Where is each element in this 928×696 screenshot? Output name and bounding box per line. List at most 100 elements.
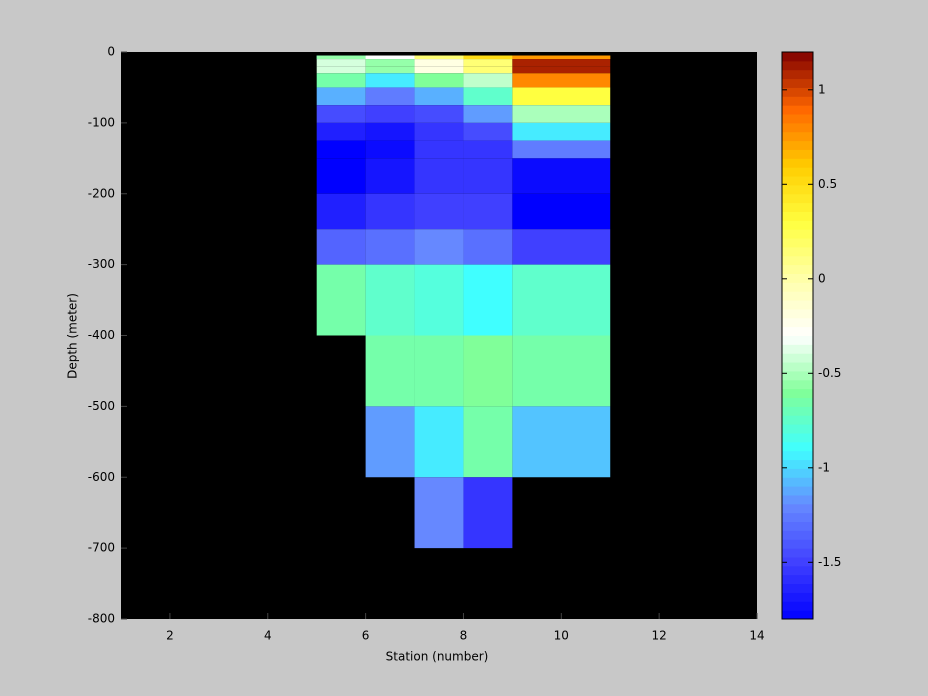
heatmap-cell (316, 264, 366, 336)
heatmap-cell (365, 335, 415, 407)
heatmap-cell (316, 105, 366, 123)
colorbar-swatch (782, 521, 813, 531)
heatmap-cell (414, 66, 464, 74)
heatmap-cell (414, 193, 464, 230)
colorbar-swatch (782, 264, 813, 274)
colorbar-swatch (782, 273, 813, 283)
x-tick-label: 10 (554, 629, 569, 643)
colorbar-swatch (782, 300, 813, 310)
colorbar-swatch (782, 486, 813, 496)
heatmap-cell (414, 229, 464, 265)
colorbar-tick-label: -0.5 (818, 366, 841, 380)
heatmap-cell (463, 66, 513, 74)
heatmap-cell (365, 229, 415, 265)
heatmap-cell (463, 87, 513, 106)
heatmap-cell (463, 477, 513, 549)
x-axis-label: Station (number) (386, 650, 489, 664)
heatmap-cell (463, 140, 513, 159)
heatmap-cell (463, 59, 513, 67)
colorbar-tick-label: 0 (818, 271, 826, 285)
colorbar-swatch (782, 415, 813, 425)
colorbar-swatch (782, 291, 813, 301)
colorbar-swatch (782, 167, 813, 177)
colorbar-swatch (782, 583, 813, 593)
colorbar-swatch (782, 512, 813, 523)
heatmap-cell (365, 158, 415, 194)
heatmap-cell (365, 193, 415, 230)
heatmap-cell (365, 55, 415, 60)
colorbar-swatch (782, 184, 813, 195)
heatmap-cell (316, 73, 366, 88)
heatmap-cell (512, 406, 611, 478)
colorbar-swatch (782, 122, 813, 133)
colorbar-swatch (782, 450, 813, 461)
colorbar-swatch (782, 574, 813, 585)
x-tick-label: 2 (166, 629, 174, 643)
colorbar-swatch (782, 344, 813, 354)
colorbar-swatch (782, 69, 813, 80)
colorbar-swatch (782, 60, 813, 71)
y-tick-label: -400 (88, 328, 115, 342)
colorbar-swatch (782, 317, 813, 328)
x-tick-label: 4 (264, 629, 272, 643)
colorbar-swatch (782, 530, 813, 540)
heatmap-cell (463, 264, 513, 336)
colorbar-swatch (782, 96, 813, 106)
colorbar-swatch (782, 193, 813, 204)
y-tick-label: 0 (107, 45, 115, 59)
heatmap-cell (463, 193, 513, 230)
heatmap-cell (414, 87, 464, 106)
heatmap-cell (365, 140, 415, 159)
heatmap-cell (316, 59, 366, 67)
heatmap-cell (463, 406, 513, 478)
heatmap-cell (316, 193, 366, 230)
heatmap-cell (365, 66, 415, 74)
colorbar-swatch (782, 335, 813, 345)
colorbar-swatch (782, 158, 813, 168)
heatmap-cell (365, 264, 415, 336)
heatmap-cell (316, 87, 366, 106)
heatmap-cell (463, 335, 513, 407)
heatmap-cell (414, 122, 464, 141)
y-tick-label: -100 (88, 115, 115, 129)
y-axis-label: Depth (meter) (66, 293, 80, 379)
heatmap-cell (512, 105, 611, 123)
colorbar-swatch (782, 503, 813, 514)
heatmap-cell (365, 105, 415, 123)
colorbar-swatch (782, 246, 813, 257)
heatmap-cell (414, 264, 464, 336)
heatmap-cell (316, 158, 366, 194)
colorbar-swatch (782, 140, 813, 150)
heatmap-cell (463, 73, 513, 88)
colorbar-swatch (782, 556, 813, 567)
colorbar-swatch (782, 255, 813, 266)
colorbar-swatch (782, 592, 813, 602)
y-tick-label: -600 (88, 470, 115, 484)
heatmap-cell (512, 335, 611, 407)
heatmap-cell (414, 158, 464, 194)
colorbar-swatch (782, 424, 813, 434)
colorbar-swatch (782, 370, 813, 381)
heatmap-cell (414, 73, 464, 88)
colorbar-swatch (782, 308, 813, 319)
heatmap-cell (316, 66, 366, 74)
colorbar-swatch (782, 326, 813, 336)
colorbar-swatch (782, 105, 813, 115)
heatmap-cell (512, 122, 611, 141)
colorbar-swatch (782, 539, 813, 549)
colorbar-swatch (782, 406, 813, 416)
colorbar-swatch (782, 202, 813, 212)
colorbar-swatch (782, 211, 813, 221)
heatmap-cell (512, 87, 611, 106)
heatmap-cell (512, 229, 611, 265)
colorbar-swatch (782, 548, 813, 558)
heatmap-cell (512, 73, 611, 88)
heatmap-cell (365, 122, 415, 141)
colorbar-swatch (782, 52, 813, 62)
heatmap-cell (316, 55, 366, 60)
colorbar-swatch (782, 459, 813, 469)
heatmap-cell (414, 406, 464, 478)
x-tick-label: 14 (749, 629, 764, 643)
x-tick-label: 8 (460, 629, 468, 643)
colorbar-swatch (782, 149, 813, 159)
